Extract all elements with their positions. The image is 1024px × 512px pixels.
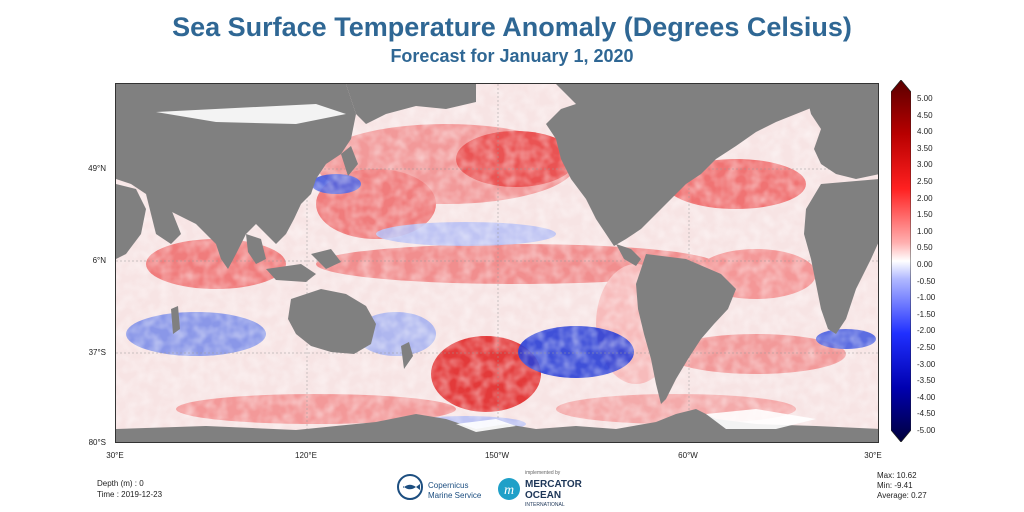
land-south-america bbox=[636, 254, 736, 404]
lon-label-30e-left: 30°E bbox=[106, 451, 124, 460]
copernicus-line2: Marine Service bbox=[428, 491, 482, 500]
depth-label: Depth (m) : 0 bbox=[97, 479, 144, 488]
colorbar-tick-label: -5.00 bbox=[917, 426, 936, 435]
colorbar-tick-label: -4.50 bbox=[917, 409, 936, 419]
mercator-line2: OCEAN bbox=[525, 490, 562, 501]
lon-label-120e: 120°E bbox=[295, 451, 317, 460]
mercator-implemented-by: implemented by bbox=[525, 470, 561, 476]
mercator-line1: MERCATOR bbox=[525, 479, 582, 490]
colorbar-tick-label: 4.00 bbox=[917, 127, 933, 137]
mercator-line3: INTERNATIONAL bbox=[525, 502, 565, 508]
lat-label-6n: 6°N bbox=[92, 256, 106, 265]
colorbar-tick-label: -3.00 bbox=[917, 359, 936, 369]
colorbar-tick-label: 3.50 bbox=[917, 143, 933, 153]
min-label: Min: -9.41 bbox=[877, 481, 913, 490]
copernicus-logo-icon bbox=[397, 474, 423, 500]
colorbar-tick-label: 2.00 bbox=[917, 193, 933, 203]
graticule bbox=[116, 84, 878, 442]
colorbar-tick-label: -3.50 bbox=[917, 376, 936, 386]
colorbar-tick-label: 3.00 bbox=[917, 160, 933, 170]
page-subtitle: Forecast for January 1, 2020 bbox=[390, 46, 634, 66]
colorbar-tick-label: 5.00 bbox=[917, 94, 933, 103]
lat-label-37s: 37°S bbox=[88, 348, 106, 357]
time-label: Time : 2019-12-23 bbox=[97, 490, 163, 499]
colorbar-tick-label: -0.50 bbox=[917, 276, 936, 286]
lon-label-150w: 150°W bbox=[484, 451, 510, 460]
colorbar-tick-label: 1.00 bbox=[917, 226, 933, 236]
colorbar-tick-label: 4.50 bbox=[917, 110, 933, 120]
colorbar-tick-label: -4.00 bbox=[917, 392, 936, 402]
average-label: Average: 0.27 bbox=[877, 491, 927, 500]
lon-label-60w: 60°W bbox=[678, 451, 698, 460]
copernicus-line1: Copernicus bbox=[428, 481, 469, 490]
colorbar-tick-label: -2.00 bbox=[917, 326, 936, 336]
colorbar-tick-label: -2.50 bbox=[917, 343, 936, 352]
lon-label-30e-right: 30°E bbox=[864, 451, 882, 460]
colorbar-tick-label: 0.50 bbox=[917, 243, 933, 253]
colorbar-tick-label: 2.50 bbox=[917, 177, 933, 186]
land-africa bbox=[804, 179, 878, 334]
land-australia bbox=[288, 289, 376, 354]
lat-label-80s: 80°S bbox=[88, 438, 106, 447]
land-masses bbox=[116, 84, 878, 442]
svg-text:m: m bbox=[504, 483, 514, 498]
mercator-logo-icon: m bbox=[498, 478, 520, 500]
max-label: Max: 10.62 bbox=[877, 471, 917, 480]
colorbar-tick-label: 1.50 bbox=[917, 210, 933, 220]
sst-anomaly-map bbox=[115, 83, 879, 443]
sea-ice bbox=[156, 104, 816, 432]
colorbar bbox=[891, 80, 911, 442]
colorbar-tick-label: -1.00 bbox=[917, 293, 936, 303]
lat-label-49n: 49°N bbox=[88, 164, 106, 173]
colorbar-tick-label: -1.50 bbox=[917, 309, 936, 319]
land-eurasia bbox=[116, 84, 356, 269]
land-north-america bbox=[546, 84, 878, 246]
colorbar-tick-label: 0.00 bbox=[917, 260, 933, 269]
page-title: Sea Surface Temperature Anomaly (Degrees… bbox=[172, 12, 852, 42]
